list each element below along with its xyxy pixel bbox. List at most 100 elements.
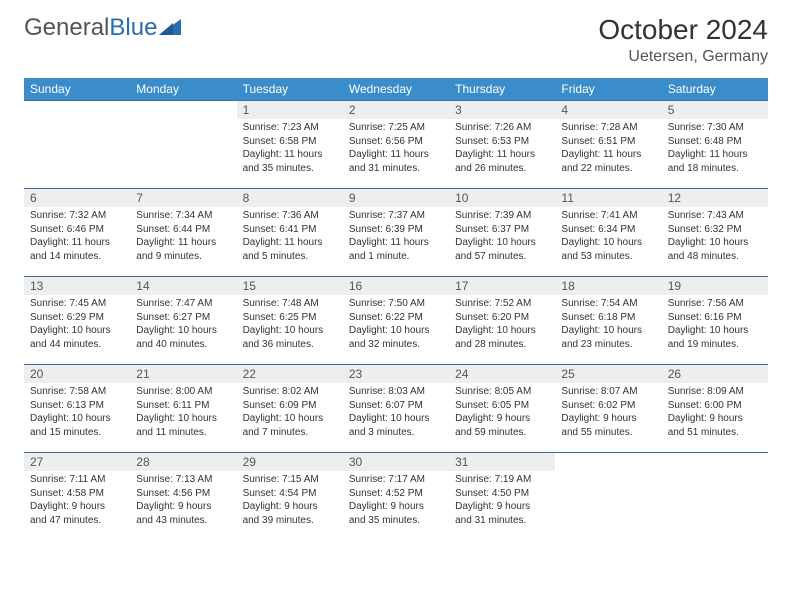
sunset-line: Sunset: 6:48 PM [668,135,762,149]
calendar-day-cell: 20Sunrise: 7:58 AMSunset: 6:13 PMDayligh… [24,365,130,453]
calendar-day-cell: 16Sunrise: 7:50 AMSunset: 6:22 PMDayligh… [343,277,449,365]
day-number: 24 [449,365,555,383]
day-body: Sunrise: 7:52 AMSunset: 6:20 PMDaylight:… [449,295,555,355]
daylight-line: Daylight: 10 hours and 7 minutes. [243,412,337,439]
day-body: Sunrise: 7:37 AMSunset: 6:39 PMDaylight:… [343,207,449,267]
day-number: 31 [449,453,555,471]
daylight-line: Daylight: 9 hours and 47 minutes. [30,500,124,527]
calendar-week-row: 13Sunrise: 7:45 AMSunset: 6:29 PMDayligh… [24,277,768,365]
day-body: Sunrise: 7:26 AMSunset: 6:53 PMDaylight:… [449,119,555,179]
sunset-line: Sunset: 6:18 PM [561,311,655,325]
sunset-line: Sunset: 6:00 PM [668,399,762,413]
calendar-day-cell: 29Sunrise: 7:15 AMSunset: 4:54 PMDayligh… [237,453,343,541]
day-number: 29 [237,453,343,471]
day-number: 5 [662,101,768,119]
daylight-line: Daylight: 10 hours and 3 minutes. [349,412,443,439]
sunrise-line: Sunrise: 7:52 AM [455,297,549,311]
weekday-header: Thursday [449,78,555,101]
day-body: Sunrise: 8:00 AMSunset: 6:11 PMDaylight:… [130,383,236,443]
day-body: Sunrise: 7:39 AMSunset: 6:37 PMDaylight:… [449,207,555,267]
sunrise-line: Sunrise: 7:47 AM [136,297,230,311]
sunrise-line: Sunrise: 7:32 AM [30,209,124,223]
sunrise-line: Sunrise: 7:26 AM [455,121,549,135]
day-number: 19 [662,277,768,295]
day-body: Sunrise: 8:05 AMSunset: 6:05 PMDaylight:… [449,383,555,443]
sunset-line: Sunset: 6:56 PM [349,135,443,149]
sunset-line: Sunset: 6:41 PM [243,223,337,237]
daylight-line: Daylight: 10 hours and 40 minutes. [136,324,230,351]
daylight-line: Daylight: 10 hours and 53 minutes. [561,236,655,263]
weekday-header: Sunday [24,78,130,101]
day-number: 15 [237,277,343,295]
weekday-header: Tuesday [237,78,343,101]
calendar-day-cell: 28Sunrise: 7:13 AMSunset: 4:56 PMDayligh… [130,453,236,541]
sunset-line: Sunset: 6:13 PM [30,399,124,413]
calendar-day-cell: 19Sunrise: 7:56 AMSunset: 6:16 PMDayligh… [662,277,768,365]
sunrise-line: Sunrise: 7:15 AM [243,473,337,487]
day-number: 13 [24,277,130,295]
daylight-line: Daylight: 9 hours and 43 minutes. [136,500,230,527]
daylight-line: Daylight: 11 hours and 5 minutes. [243,236,337,263]
sunrise-line: Sunrise: 7:41 AM [561,209,655,223]
daylight-line: Daylight: 10 hours and 48 minutes. [668,236,762,263]
day-number: 14 [130,277,236,295]
sunrise-line: Sunrise: 7:11 AM [30,473,124,487]
calendar-day-cell: 6Sunrise: 7:32 AMSunset: 6:46 PMDaylight… [24,189,130,277]
calendar-day-cell: 24Sunrise: 8:05 AMSunset: 6:05 PMDayligh… [449,365,555,453]
day-number: 6 [24,189,130,207]
calendar-day-cell: 3Sunrise: 7:26 AMSunset: 6:53 PMDaylight… [449,101,555,189]
day-body: Sunrise: 7:50 AMSunset: 6:22 PMDaylight:… [343,295,449,355]
day-number: 25 [555,365,661,383]
calendar-day-cell: 2Sunrise: 7:25 AMSunset: 6:56 PMDaylight… [343,101,449,189]
calendar-day-cell: 18Sunrise: 7:54 AMSunset: 6:18 PMDayligh… [555,277,661,365]
sunrise-line: Sunrise: 7:13 AM [136,473,230,487]
day-body: Sunrise: 7:11 AMSunset: 4:58 PMDaylight:… [24,471,130,531]
daylight-line: Daylight: 9 hours and 31 minutes. [455,500,549,527]
sunrise-line: Sunrise: 7:34 AM [136,209,230,223]
day-body: Sunrise: 7:34 AMSunset: 6:44 PMDaylight:… [130,207,236,267]
day-number: 1 [237,101,343,119]
sunrise-line: Sunrise: 8:07 AM [561,385,655,399]
daylight-line: Daylight: 10 hours and 32 minutes. [349,324,443,351]
daylight-line: Daylight: 11 hours and 18 minutes. [668,148,762,175]
calendar-day-cell: .. [24,101,130,189]
daylight-line: Daylight: 9 hours and 59 minutes. [455,412,549,439]
sunrise-line: Sunrise: 7:54 AM [561,297,655,311]
day-number: 3 [449,101,555,119]
daylight-line: Daylight: 9 hours and 35 minutes. [349,500,443,527]
day-number: 10 [449,189,555,207]
sunset-line: Sunset: 4:58 PM [30,487,124,501]
day-number: 2 [343,101,449,119]
sunset-line: Sunset: 4:50 PM [455,487,549,501]
logo-text-general: General [24,14,109,42]
day-body: Sunrise: 7:28 AMSunset: 6:51 PMDaylight:… [555,119,661,179]
sunset-line: Sunset: 6:39 PM [349,223,443,237]
calendar-day-cell: .. [555,453,661,541]
weekday-header: Friday [555,78,661,101]
sunrise-line: Sunrise: 8:03 AM [349,385,443,399]
calendar-week-row: 6Sunrise: 7:32 AMSunset: 6:46 PMDaylight… [24,189,768,277]
sunset-line: Sunset: 6:44 PM [136,223,230,237]
sunrise-line: Sunrise: 7:36 AM [243,209,337,223]
daylight-line: Daylight: 10 hours and 15 minutes. [30,412,124,439]
daylight-line: Daylight: 10 hours and 11 minutes. [136,412,230,439]
weekday-header: Monday [130,78,236,101]
sunrise-line: Sunrise: 7:45 AM [30,297,124,311]
sunrise-line: Sunrise: 8:00 AM [136,385,230,399]
sunset-line: Sunset: 4:56 PM [136,487,230,501]
calendar-day-cell: 1Sunrise: 7:23 AMSunset: 6:58 PMDaylight… [237,101,343,189]
calendar-week-row: 20Sunrise: 7:58 AMSunset: 6:13 PMDayligh… [24,365,768,453]
sunrise-line: Sunrise: 8:02 AM [243,385,337,399]
day-number: 18 [555,277,661,295]
sunset-line: Sunset: 6:05 PM [455,399,549,413]
daylight-line: Daylight: 11 hours and 22 minutes. [561,148,655,175]
day-number: 21 [130,365,236,383]
day-number: 17 [449,277,555,295]
calendar-day-cell: 23Sunrise: 8:03 AMSunset: 6:07 PMDayligh… [343,365,449,453]
sunrise-line: Sunrise: 7:17 AM [349,473,443,487]
day-number: 9 [343,189,449,207]
sunrise-line: Sunrise: 7:37 AM [349,209,443,223]
title-block: October 2024 Uetersen, Germany [598,14,768,66]
header: GeneralBlue October 2024 Uetersen, Germa… [24,14,768,66]
day-number: 4 [555,101,661,119]
